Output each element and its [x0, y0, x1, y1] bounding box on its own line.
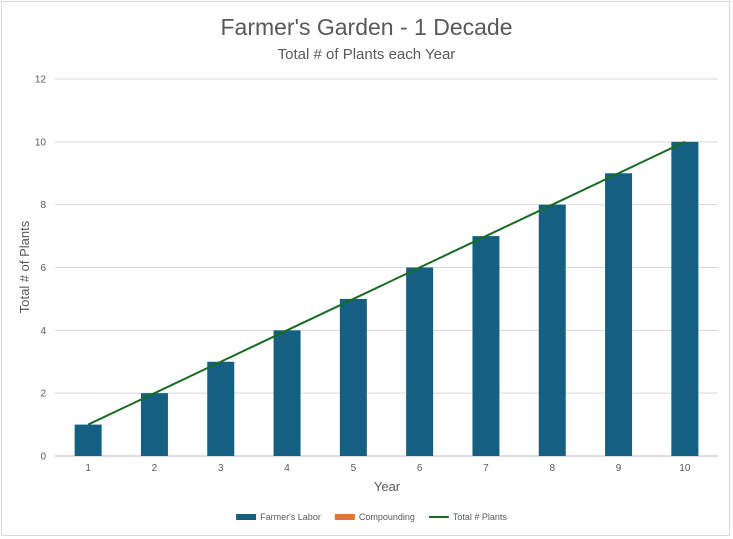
bar — [339, 298, 367, 456]
x-tick-label: 8 — [549, 463, 555, 474]
legend-label: Total # Plants — [453, 512, 508, 522]
legend-swatch — [236, 514, 257, 520]
bar — [207, 361, 235, 456]
x-tick-label: 1 — [85, 463, 91, 474]
y-axis-tick-labels: 0 2 4 6 8 10 12 — [35, 75, 47, 463]
chart-title: Farmer's Garden - 1 Decade — [220, 14, 513, 40]
bar — [605, 173, 633, 456]
x-tick-label: 6 — [417, 463, 423, 474]
x-tick-label: 9 — [616, 463, 622, 474]
bar — [538, 204, 566, 456]
bar-series — [74, 141, 699, 457]
y-tick-label: 10 — [35, 137, 47, 148]
y-tick-label: 4 — [40, 326, 46, 337]
legend-label: Compounding — [359, 512, 415, 522]
bar — [472, 236, 500, 456]
series-line — [87, 140, 686, 426]
y-axis-title: Total # of Plants — [17, 220, 32, 313]
chart-subtitle: Total # of Plants each Year — [277, 46, 456, 63]
x-tick-label: 10 — [679, 463, 691, 474]
legend: Farmer's Labor Compounding Total # Plants — [236, 512, 507, 522]
legend-swatch — [334, 514, 355, 520]
bar — [140, 393, 168, 456]
bar — [406, 267, 434, 456]
y-tick-label: 12 — [35, 75, 47, 86]
y-tick-label: 6 — [40, 263, 46, 274]
bar — [74, 424, 102, 456]
legend-label: Farmer's Labor — [260, 512, 321, 522]
y-tick-label: 0 — [40, 452, 46, 463]
x-tick-label: 5 — [351, 463, 357, 474]
x-tick-label: 4 — [284, 463, 290, 474]
line-series — [87, 140, 686, 426]
y-tick-label: 2 — [40, 389, 46, 400]
x-tick-label: 2 — [152, 463, 158, 474]
x-tick-label: 7 — [483, 463, 489, 474]
x-tick-label: 3 — [218, 463, 224, 474]
bar — [671, 141, 699, 457]
y-tick-label: 8 — [40, 200, 46, 211]
bar — [273, 330, 301, 456]
x-axis-title: Year — [374, 479, 401, 494]
x-axis-tick-labels: 1 2 3 4 5 6 7 8 9 10 — [85, 463, 690, 474]
